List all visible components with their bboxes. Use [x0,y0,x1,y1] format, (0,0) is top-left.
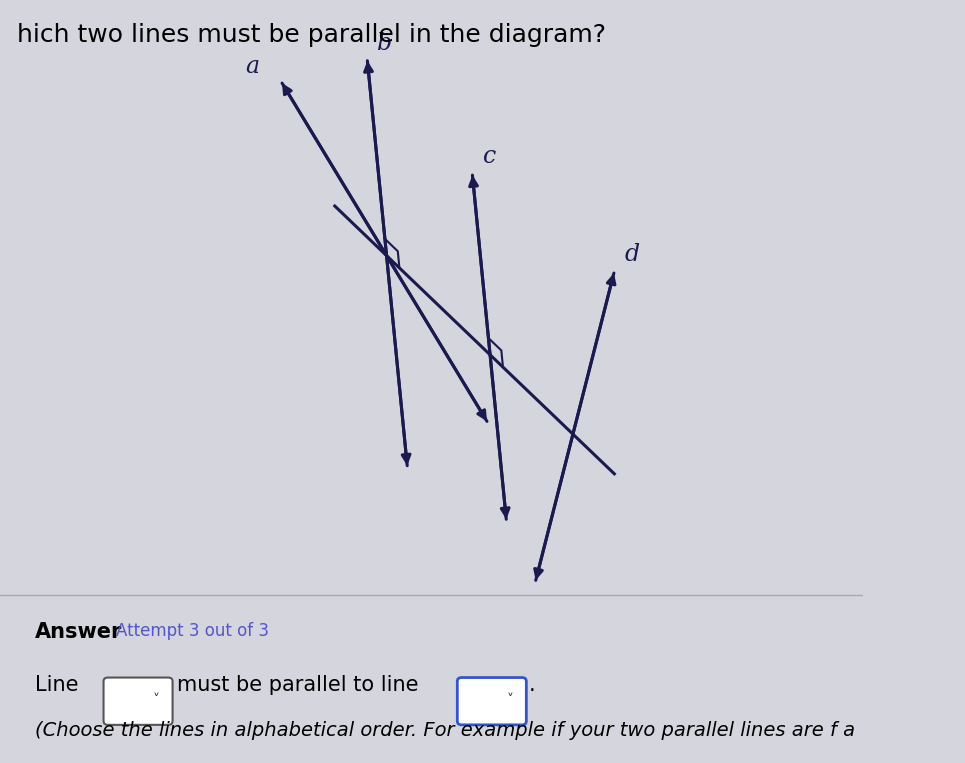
Text: b: b [377,32,393,56]
Text: a: a [245,55,259,78]
FancyBboxPatch shape [103,678,173,725]
Text: c: c [482,145,496,168]
Text: Line: Line [35,675,78,695]
Text: must be parallel to line: must be parallel to line [177,675,419,695]
Text: .: . [529,675,536,695]
Text: ˅: ˅ [507,694,513,707]
Text: Attempt 3 out of 3: Attempt 3 out of 3 [117,622,269,640]
FancyBboxPatch shape [457,678,526,725]
Text: ˅: ˅ [152,694,160,707]
Text: d: d [625,243,640,266]
Text: Answer: Answer [35,622,122,642]
Text: (Choose the lines in alphabetical order. For example if your two parallel lines : (Choose the lines in alphabetical order.… [35,721,855,740]
Text: hich two lines must be parallel in the diagram?: hich two lines must be parallel in the d… [17,23,606,47]
